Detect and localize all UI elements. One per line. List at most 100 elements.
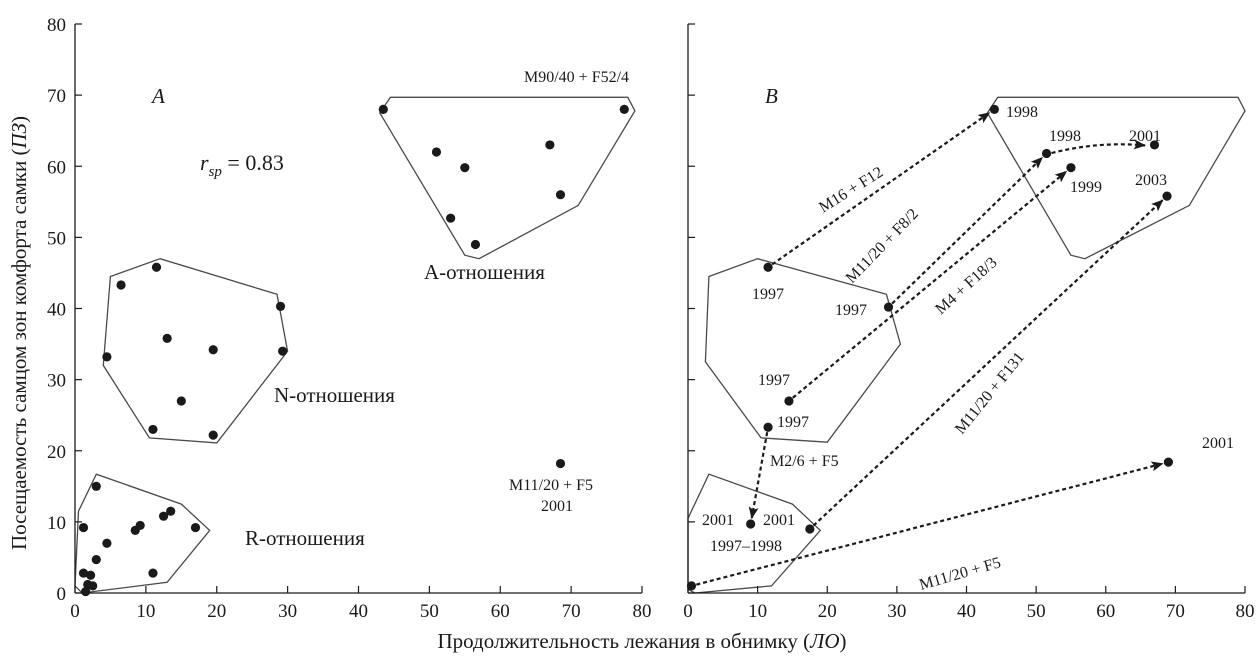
group-label-a: A-отношения <box>424 260 545 284</box>
y-axis-title: Посещаемость самцом зон комфорта самки (… <box>7 116 31 550</box>
data-point <box>446 213 456 223</box>
data-point <box>176 396 186 406</box>
data-point <box>166 506 176 516</box>
y-tick-label: 20 <box>47 442 66 463</box>
data-point <box>208 345 218 355</box>
x-tick-label: 0 <box>70 601 80 622</box>
group-hull <box>704 258 902 443</box>
group-hull <box>74 473 211 594</box>
y-tick-label: 0 <box>57 584 67 605</box>
panel-a-points <box>78 104 629 597</box>
x-tick-label: 20 <box>818 601 837 622</box>
data-point <box>1149 140 1160 150</box>
x-tick-label: 70 <box>562 601 581 622</box>
group-hull <box>379 96 636 260</box>
annotation-m11-f5: M11/20 + F5 <box>509 477 593 494</box>
y-tick-label: 60 <box>47 157 66 178</box>
group-label-r: R-отношения <box>245 526 365 550</box>
point-label-2001-right: 2001 <box>1202 435 1234 452</box>
point-label-2003: 2003 <box>1135 172 1167 189</box>
point-label-1997-a: 1997 <box>752 286 784 303</box>
transition-arrow <box>696 461 1164 586</box>
data-point <box>746 519 756 529</box>
transition-arrow <box>771 111 991 266</box>
data-point <box>763 422 773 432</box>
transition-arrow <box>792 170 1068 399</box>
data-point <box>85 570 96 580</box>
x-tick-label: 60 <box>1096 601 1115 622</box>
panel-a-hulls <box>74 96 636 594</box>
data-point <box>883 302 894 312</box>
y-tick-label: 40 <box>47 300 66 321</box>
data-point <box>78 522 89 533</box>
transition-label-m4-f18: M4 + F18/3 <box>932 254 1000 318</box>
data-point <box>431 147 442 157</box>
transition-label-m2-f5: M2/6 + F5 <box>770 453 839 470</box>
data-point <box>81 586 91 597</box>
panel-a-letter: A <box>150 84 165 108</box>
annotation-2001: 2001 <box>541 498 573 515</box>
data-point <box>278 346 288 356</box>
point-label-1997-1998: 1997–1998 <box>710 538 782 555</box>
x-tick-label: 60 <box>491 601 510 622</box>
data-point <box>162 333 172 343</box>
data-point <box>275 301 286 311</box>
data-point <box>208 430 218 440</box>
data-point <box>148 424 158 435</box>
data-point <box>1066 163 1076 173</box>
transition-label-m11-f8: M11/20 + F8/2 <box>843 206 922 287</box>
y-tick-label: 10 <box>47 513 66 534</box>
y-tick-label: 70 <box>47 86 66 107</box>
data-point <box>135 520 145 531</box>
x-tick-label: 50 <box>420 601 439 622</box>
point-label-1997-c: 1997 <box>758 372 790 389</box>
data-point <box>805 524 815 534</box>
y-tick-label: 30 <box>47 371 66 392</box>
point-label-1999: 1999 <box>1070 179 1102 196</box>
data-point <box>91 554 101 565</box>
data-point <box>686 581 697 591</box>
data-point <box>102 538 112 548</box>
point-label-1998-b: 1998 <box>1049 128 1081 145</box>
point-label-1997-b: 1997 <box>835 302 867 319</box>
x-tick-label: 80 <box>1236 601 1255 622</box>
transition-arrow <box>812 199 1164 527</box>
data-point <box>619 104 629 114</box>
panel-b-points <box>686 104 1174 591</box>
panel-a-axes: 0 10 20 30 40 50 60 70 80 0 10 20 30 40 50 60 70 80 <box>47 15 652 622</box>
panel-b: 0 10 20 30 40 50 60 70 80 B M16 + F12 M11/20 + F… <box>683 23 1255 622</box>
panel-b-hulls <box>687 96 1246 594</box>
panel-b-axes: 0 10 20 30 40 50 60 70 80 <box>683 23 1255 622</box>
data-point <box>763 262 773 272</box>
transition-arrow <box>1051 139 1147 155</box>
data-point <box>989 104 999 114</box>
data-point <box>555 458 566 469</box>
data-point <box>470 239 481 250</box>
x-tick-label: 20 <box>207 601 226 622</box>
x-tick-label: 50 <box>1027 601 1046 622</box>
x-tick-label: 70 <box>1166 601 1185 622</box>
group-hull <box>687 473 822 594</box>
group-label-n: N-отношения <box>274 383 395 407</box>
data-point <box>151 262 162 272</box>
x-tick-label: 30 <box>887 601 906 622</box>
x-tick-label: 30 <box>278 601 297 622</box>
point-label-1998-a: 1998 <box>1006 104 1038 121</box>
data-point <box>91 481 101 491</box>
group-hull <box>102 258 289 444</box>
data-point <box>1041 148 1052 159</box>
data-point <box>378 104 388 114</box>
group-hull <box>986 96 1246 260</box>
data-point <box>784 396 794 406</box>
x-tick-label: 80 <box>633 601 652 622</box>
x-tick-label: 40 <box>349 601 368 622</box>
data-point <box>555 190 566 200</box>
data-point <box>78 568 89 578</box>
panel-b-transitions <box>696 111 1164 586</box>
data-point <box>460 163 470 173</box>
data-point <box>83 579 93 590</box>
x-tick-label: 10 <box>748 601 767 622</box>
x-tick-label: 0 <box>683 601 693 622</box>
transition-arrow <box>748 432 769 520</box>
